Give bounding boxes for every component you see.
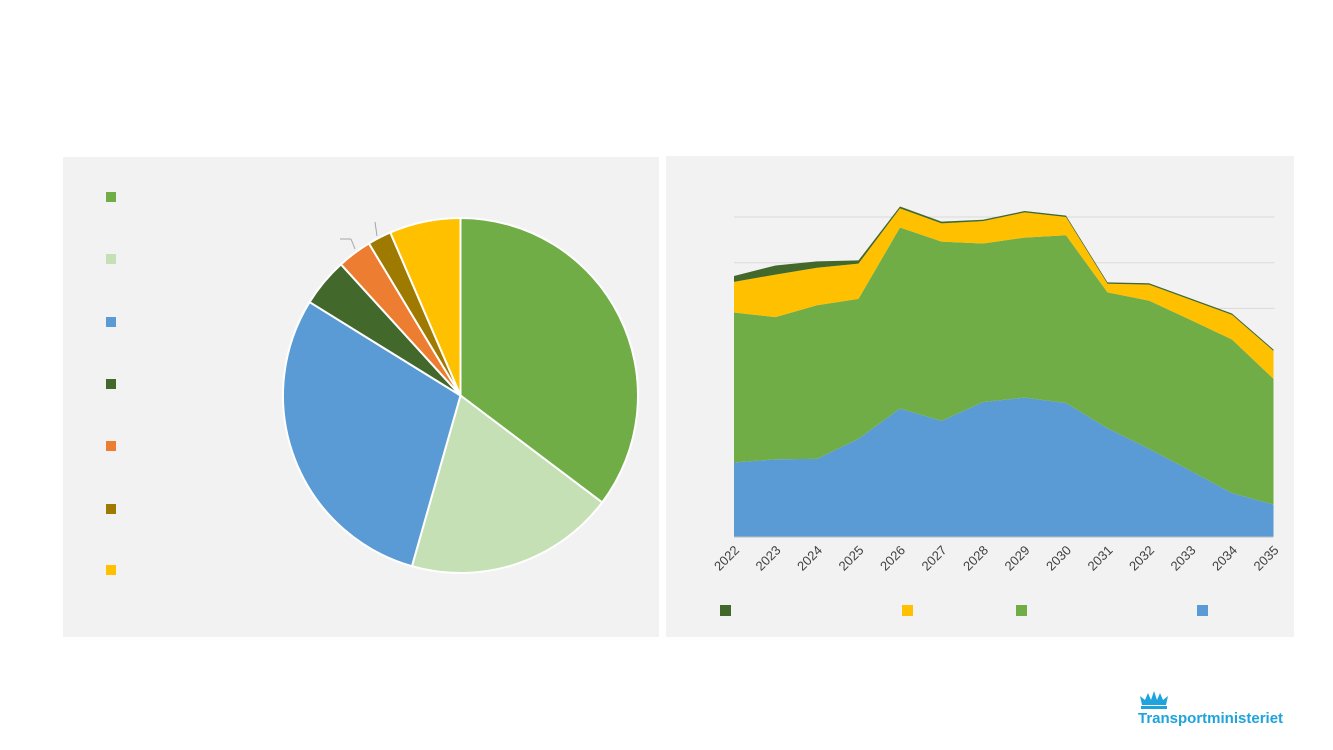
x-tick-label: 2034: [1209, 543, 1240, 574]
legend-swatch-7: [106, 565, 116, 575]
pie-slice-7: [388, 216, 462, 396]
x-tick-label: 2032: [1126, 543, 1157, 574]
x-tick-label: 2023: [753, 543, 784, 574]
leader-line: [350, 238, 356, 250]
area-series-1: [734, 397, 1274, 537]
x-tick-label: 2030: [1043, 543, 1074, 574]
legend-swatch-1: [106, 192, 116, 202]
x-tick-label: 2024: [794, 543, 825, 574]
area-chart: 2022 2023 2024 2025 2026 2027 2028 2029 2030 2031…: [711, 206, 1282, 574]
crown-icon: [1140, 691, 1168, 709]
transportministeriet-logo: Transportministeriet: [1134, 690, 1304, 730]
legend-swatch-blue: [1197, 605, 1208, 616]
area-series-3: [734, 208, 1274, 379]
x-tick-label: 2028: [960, 543, 991, 574]
x-tick-label: 2027: [919, 543, 950, 574]
legend-swatch-2: [106, 254, 116, 264]
legend-swatch-5: [106, 441, 116, 451]
area-chart-panel: 2022 2023 2024 2025 2026 2027 2028 2029 2030 2031…: [666, 156, 1294, 637]
pie-chart-panel: [63, 157, 659, 637]
logo-text: Transportministeriet: [1138, 710, 1284, 727]
x-tick-label: 2033: [1168, 543, 1199, 574]
legend-swatch-green: [1016, 605, 1027, 616]
legend-swatch-6: [106, 504, 116, 514]
legend-swatch-4: [106, 379, 116, 389]
legend-swatch-dark-green: [720, 605, 731, 616]
pie-slice-2: [410, 393, 604, 574]
legend-swatch-yellow: [902, 605, 913, 616]
x-tick-label: 2025: [836, 543, 867, 574]
x-tick-label: 2026: [877, 543, 908, 574]
pie-slice-1: [459, 216, 639, 504]
pie-chart: [281, 216, 639, 574]
x-tick-label: 2022: [711, 543, 742, 574]
legend-swatch-3: [106, 317, 116, 327]
area-series-2: [734, 227, 1274, 505]
leader-line: [374, 221, 378, 237]
x-tick-label: 2031: [1085, 543, 1116, 574]
x-tick-label: 2035: [1251, 543, 1282, 574]
x-tick-label: 2029: [1002, 543, 1033, 574]
